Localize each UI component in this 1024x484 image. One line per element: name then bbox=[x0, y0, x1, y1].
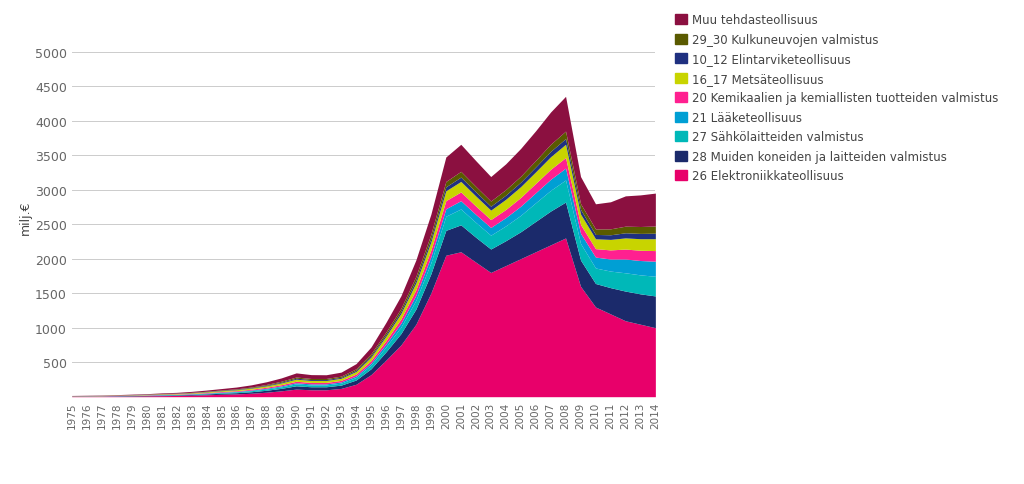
Legend: Muu tehdasteollisuus, 29_30 Kulkuneuvojen valmistus, 10_12 Elintarviketeollisuus: Muu tehdasteollisuus, 29_30 Kulkuneuvoje… bbox=[671, 10, 1004, 188]
Y-axis label: milj.€: milj.€ bbox=[19, 200, 32, 235]
